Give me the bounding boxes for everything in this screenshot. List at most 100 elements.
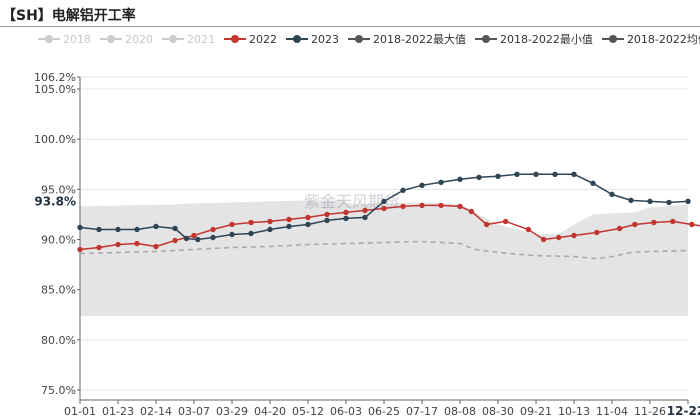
series-point-2023 xyxy=(343,215,349,222)
legend-marker-icon xyxy=(38,33,60,45)
series-point-2022 xyxy=(362,207,368,214)
series-point-2022 xyxy=(153,243,159,250)
series-point-2023 xyxy=(210,234,216,241)
legend-label: 2018-2022均值 xyxy=(626,33,700,46)
series-point-2023 xyxy=(229,231,235,238)
x-tick-label: 11-04 xyxy=(596,405,628,418)
legend-label: 2018-2022最小值 xyxy=(499,33,593,46)
series-point-2023 xyxy=(153,223,159,230)
series-point-2023 xyxy=(609,191,615,198)
series-point-2022 xyxy=(381,205,387,212)
x-tick-label: 08-08 xyxy=(444,405,476,418)
series-point-2022 xyxy=(670,218,676,225)
x-tick-label: 11-26 xyxy=(634,405,666,418)
series-point-2022 xyxy=(689,221,695,228)
x-tick-label: 01-01 xyxy=(64,405,96,418)
series-point-2023 xyxy=(685,198,691,205)
y-tick-label: 100.0% xyxy=(34,133,76,146)
series-point-2022 xyxy=(457,203,463,210)
series-point-2022 xyxy=(191,232,197,239)
series-point-2022 xyxy=(419,202,425,209)
series-point-2023 xyxy=(552,171,558,178)
series-point-2023 xyxy=(533,171,539,178)
legend-item[interactable]: 2020 xyxy=(100,33,153,46)
legend-marker-icon xyxy=(162,33,184,45)
range-band xyxy=(80,200,688,316)
series-point-2023 xyxy=(172,225,178,232)
y-tick-label: 75.0% xyxy=(41,384,76,397)
x-tick-label: 10-13 xyxy=(558,405,590,418)
x-tick-label: 03-29 xyxy=(216,405,248,418)
series-point-2022 xyxy=(267,218,273,225)
y-highlight-label: 93.8% xyxy=(34,194,76,208)
legend-item[interactable]: 2018-2022均值 xyxy=(601,31,700,47)
series-point-2023 xyxy=(286,223,292,230)
legend-marker-icon xyxy=(348,33,370,45)
series-point-2022 xyxy=(556,234,562,241)
series-point-2023 xyxy=(457,176,463,183)
legend-marker-icon xyxy=(100,33,122,45)
y-tick-label: 80.0% xyxy=(41,334,76,347)
series-point-2022 xyxy=(525,226,532,233)
series-point-2023 xyxy=(134,226,140,233)
series-point-2023 xyxy=(381,198,387,205)
legend-item[interactable]: 2018-2022最小值 xyxy=(474,31,593,47)
series-point-2023 xyxy=(628,197,634,204)
series-line-2018-2022均值 xyxy=(79,240,689,260)
series-point-2022 xyxy=(248,219,254,226)
x-tick-label: 09-21 xyxy=(520,405,552,418)
y-highlight-bg xyxy=(36,193,78,210)
series-point-2022 xyxy=(468,208,475,215)
series-point-2022 xyxy=(540,236,547,243)
legend-marker-icon xyxy=(474,33,497,45)
legend-marker-icon xyxy=(286,33,308,45)
series-point-2022 xyxy=(286,216,292,223)
y-tick-label: 90.0% xyxy=(41,234,76,247)
series-point-2023 xyxy=(495,173,501,180)
legend-label: 2023 xyxy=(311,32,339,46)
series-point-2022 xyxy=(229,221,235,228)
y-tick-label: 105.0% xyxy=(34,83,76,96)
legend-item[interactable]: 2018 xyxy=(38,33,91,46)
legend-label: 2021 xyxy=(187,32,215,46)
legend-label: 2018-2022最大值 xyxy=(373,33,466,46)
series-point-2023 xyxy=(647,198,653,205)
series-point-2023 xyxy=(267,226,273,233)
series-point-2022 xyxy=(172,237,178,244)
legend-item[interactable]: 2023 xyxy=(286,33,339,46)
title-divider xyxy=(0,26,700,27)
x-tick-label: 06-03 xyxy=(330,405,362,418)
series-point-2022 xyxy=(343,209,349,216)
x-tick-label: 06-25 xyxy=(368,405,400,418)
series-point-2023 xyxy=(666,199,672,206)
legend-marker-icon xyxy=(601,33,624,45)
series-point-2022 xyxy=(502,218,509,225)
series-point-2023 xyxy=(305,221,311,228)
series-point-2023 xyxy=(96,226,102,233)
x-tick-label: 05-12 xyxy=(292,405,324,418)
series-point-2023 xyxy=(324,217,330,224)
series-point-2022 xyxy=(483,221,490,228)
series-point-2022 xyxy=(210,226,216,233)
series-line-2023 xyxy=(79,173,689,241)
x-tick-label: 08-30 xyxy=(482,405,514,418)
watermark-text: 紫金天风期货 xyxy=(304,192,400,211)
series-point-2023 xyxy=(183,235,190,242)
x-tick-label: 02-14 xyxy=(140,405,172,418)
y-tick-label: 95.0% xyxy=(41,183,76,196)
series-point-2022 xyxy=(616,225,623,232)
chart-legend: 2018 2020 2021 2022 2023 2018-2022最大值 2018-202… xyxy=(38,31,700,47)
legend-item[interactable]: 2022 xyxy=(224,33,277,46)
series-point-2023 xyxy=(476,174,482,181)
x-tick-label: 07-17 xyxy=(406,405,438,418)
legend-label: 2020 xyxy=(125,32,153,46)
series-point-2022 xyxy=(594,229,600,236)
series-point-2023 xyxy=(195,236,201,243)
series-point-2023 xyxy=(248,230,254,237)
legend-item[interactable]: 2021 xyxy=(162,33,215,46)
series-point-2022 xyxy=(651,219,657,226)
legend-item[interactable]: 2018-2022最大值 xyxy=(348,31,466,47)
chart-header: 【SH】电解铝开工率 xyxy=(0,0,700,28)
x-tick-label: 01-23 xyxy=(102,405,134,418)
